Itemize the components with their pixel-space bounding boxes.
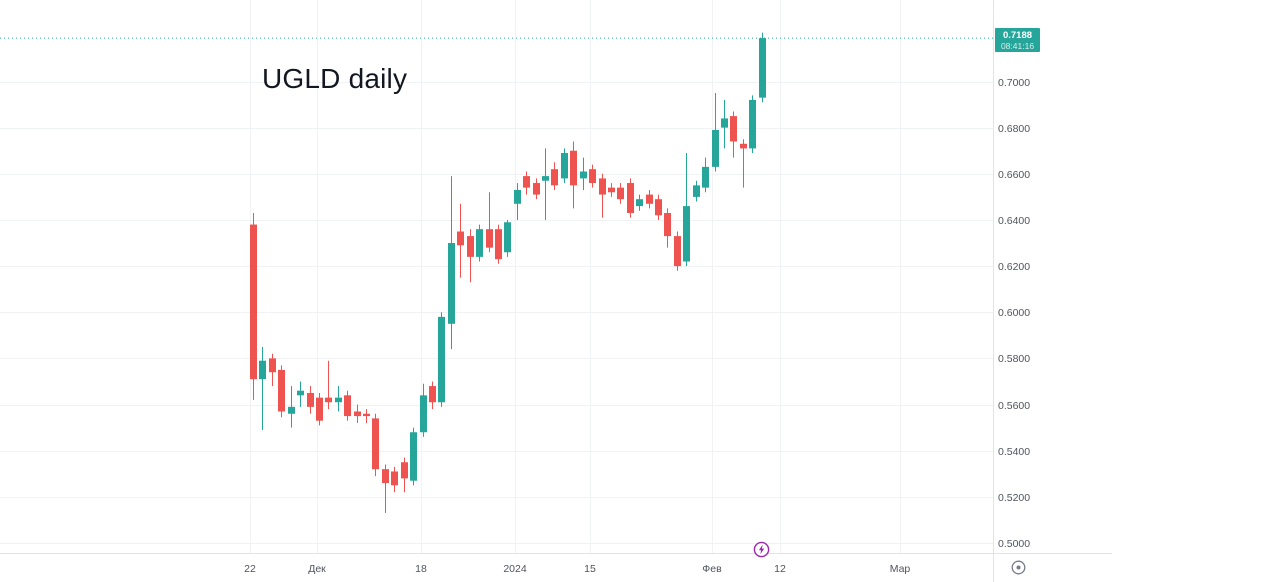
candle-body (749, 99, 756, 149)
candle-body (476, 229, 483, 257)
candle-body (467, 236, 474, 257)
candle-body (683, 206, 690, 262)
candle-body (297, 390, 304, 396)
candle-body (702, 166, 709, 188)
candle-body (420, 395, 427, 433)
time-axis-label: Дек (308, 563, 326, 575)
candle-body (269, 358, 276, 373)
time-axis-label: 22 (244, 563, 256, 575)
candle-body (721, 118, 728, 128)
price-axis-label: 0.6000 (998, 307, 1030, 319)
candle-body (533, 183, 540, 195)
candle-body (712, 129, 719, 167)
candle-body (580, 171, 587, 179)
chart-title: UGLD daily (262, 63, 408, 94)
candle-body (608, 187, 615, 193)
candle-body (250, 224, 257, 380)
time-axis[interactable] (0, 553, 993, 582)
price-axis-label: 0.5600 (998, 400, 1030, 412)
candle-body (570, 150, 577, 186)
price-axis-label: 0.5200 (998, 492, 1030, 504)
time-axis-label: 18 (415, 563, 427, 575)
time-axis-label: 15 (584, 563, 596, 575)
time-axis-label: 2024 (503, 563, 527, 575)
candle-body (438, 316, 445, 403)
candle-body (288, 406, 295, 414)
last-price-badge[interactable]: 0.7188 08:41:16 (995, 28, 1040, 52)
candle-body (325, 397, 332, 403)
price-axis-label: 0.5400 (998, 446, 1030, 458)
price-axis-label: 0.6200 (998, 261, 1030, 273)
candle-body (401, 462, 408, 479)
axis-circled-dot-icon[interactable] (1010, 559, 1027, 576)
candle-body (655, 199, 662, 216)
price-axis-label: 0.7000 (998, 77, 1030, 89)
chart-canvas[interactable] (0, 0, 993, 553)
candle-body (551, 169, 558, 186)
candle-body (514, 189, 521, 204)
candle-body (344, 395, 351, 417)
candle-body (693, 185, 700, 197)
last-price-value: 0.7188 (1002, 29, 1033, 41)
candle-body (391, 471, 398, 486)
candle-body (674, 236, 681, 267)
candle-body (617, 187, 624, 200)
candle-body (448, 243, 455, 324)
candle-body (382, 469, 389, 484)
candle-body (523, 176, 530, 188)
candle-body (740, 143, 747, 149)
price-axis-label: 0.5000 (998, 538, 1030, 550)
candle-body (664, 213, 671, 237)
candle-body (410, 432, 417, 481)
candle-body (457, 231, 464, 246)
candle-body (335, 397, 342, 403)
candle-body (636, 199, 643, 207)
candle-body (316, 397, 323, 421)
bar-countdown-timer: 08:41:16 (1000, 40, 1035, 51)
time-axis-label: 12 (774, 563, 786, 575)
candle-body (372, 418, 379, 470)
candle-body (627, 183, 634, 214)
event-lightning-icon[interactable] (753, 541, 770, 558)
candle-body (589, 169, 596, 184)
price-axis-label: 0.5800 (998, 353, 1030, 365)
candle-body (354, 411, 361, 417)
candle-body (542, 176, 549, 181)
outer-ring (1011, 560, 1026, 575)
candle-body (307, 393, 314, 407)
candle-body (561, 153, 568, 179)
candle-body (259, 360, 266, 380)
candle-body (495, 229, 502, 260)
price-axis[interactable] (993, 0, 1280, 553)
candle-body (730, 116, 737, 142)
candle-body (429, 386, 436, 403)
candle-body (363, 413, 370, 417)
time-axis-label: Мар (890, 563, 911, 575)
inner-dot (1016, 565, 1021, 570)
candle-body (646, 194, 653, 204)
price-axis-label: 0.6600 (998, 169, 1030, 181)
price-axis-label: 0.6800 (998, 123, 1030, 135)
lightning-bolt-icon (758, 544, 765, 555)
time-axis-label: Фев (702, 563, 722, 575)
candle-body (486, 229, 493, 248)
candle-body (278, 369, 285, 412)
candle-body (599, 178, 606, 195)
price-axis-label: 0.6400 (998, 215, 1030, 227)
candle-body (504, 222, 511, 253)
candle-body (759, 38, 766, 98)
